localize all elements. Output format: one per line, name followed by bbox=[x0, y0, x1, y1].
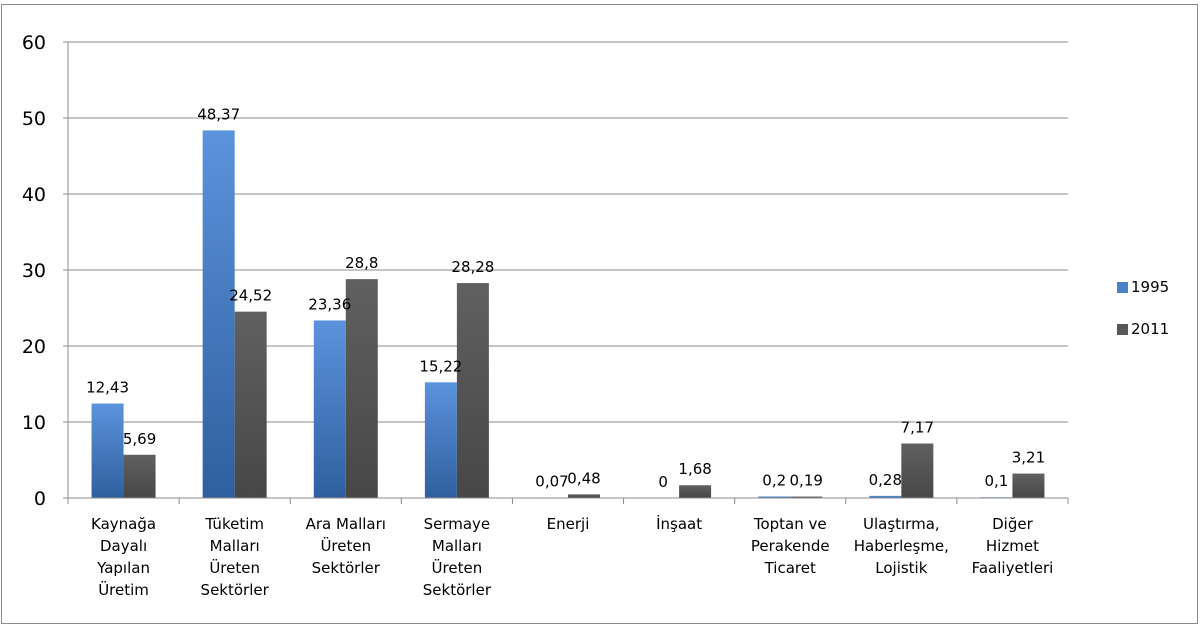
bar-1995 bbox=[758, 496, 791, 498]
y-tick-label: 40 bbox=[22, 184, 46, 206]
y-tick-label: 10 bbox=[22, 412, 46, 434]
data-label-1995: 0,1 bbox=[985, 472, 1009, 490]
bar-2011 bbox=[234, 311, 267, 498]
y-tick-label: 30 bbox=[22, 260, 46, 282]
data-label-1995: 15,22 bbox=[419, 357, 462, 375]
x-tick-label: Toptan ve Perakende Ticaret bbox=[751, 515, 830, 577]
x-tick-label: Tüketim Malları Üreten Sektörler bbox=[201, 515, 270, 599]
data-label-2011: 24,52 bbox=[229, 287, 272, 305]
data-label-1995: 48,37 bbox=[197, 105, 240, 123]
bar-2011 bbox=[568, 494, 600, 498]
legend-label-1995: 1995 bbox=[1131, 278, 1169, 296]
x-tick-label: Ulaştırma, Haberleşme, Lojistik bbox=[854, 515, 949, 577]
x-tick-label: Diğer Hizmet Faaliyetleri bbox=[972, 515, 1054, 577]
data-label-2011: 7,17 bbox=[901, 419, 934, 437]
bar-1995 bbox=[91, 403, 124, 498]
data-label-1995: 12,43 bbox=[86, 379, 129, 397]
x-tick-label: İnşaat bbox=[656, 514, 702, 533]
y-tick-label: 60 bbox=[22, 32, 46, 54]
data-label-1995: 0,2 bbox=[762, 471, 786, 489]
data-label-2011: 28,8 bbox=[345, 254, 378, 272]
bar-2011 bbox=[456, 283, 489, 498]
x-tick-label: Kaynağa Dayalı Yapılan Üretim bbox=[91, 515, 156, 599]
data-label-1995: 0,07 bbox=[535, 472, 568, 490]
data-label-1995: 23,36 bbox=[308, 295, 351, 313]
legend-label-2011: 2011 bbox=[1131, 320, 1169, 338]
data-label-2011: 1,68 bbox=[678, 460, 711, 478]
x-tick-label: Enerji bbox=[547, 515, 590, 533]
bar-2011 bbox=[345, 279, 378, 498]
bar-1995 bbox=[202, 130, 235, 498]
legend-swatch-2011 bbox=[1117, 324, 1128, 335]
bar-2011 bbox=[790, 496, 823, 498]
bar-1995 bbox=[869, 495, 902, 498]
data-label-2011: 0,19 bbox=[790, 472, 823, 490]
y-tick-label: 50 bbox=[22, 108, 46, 130]
data-label-1995: 0,28 bbox=[869, 471, 902, 489]
bar-1995 bbox=[313, 320, 346, 498]
data-label-2011: 28,28 bbox=[451, 258, 494, 276]
y-tick-label: 20 bbox=[22, 336, 46, 358]
bar-1995 bbox=[424, 382, 457, 498]
data-label-2011: 5,69 bbox=[123, 430, 156, 448]
x-tick-label: Sermaye Malları Üreten Sektörler bbox=[423, 515, 492, 599]
x-tick-label: Ara Malları Üreten Sektörler bbox=[306, 515, 386, 577]
bar-2011 bbox=[123, 454, 156, 498]
legend-swatch-1995 bbox=[1117, 282, 1128, 293]
y-tick-label: 0 bbox=[34, 488, 46, 510]
bar-2011 bbox=[679, 485, 712, 498]
bar-2011 bbox=[901, 443, 934, 498]
data-label-1995: 0 bbox=[658, 473, 668, 491]
data-label-2011: 0,48 bbox=[567, 469, 600, 487]
bar-2011 bbox=[1012, 473, 1045, 498]
data-label-2011: 3,21 bbox=[1012, 449, 1045, 467]
